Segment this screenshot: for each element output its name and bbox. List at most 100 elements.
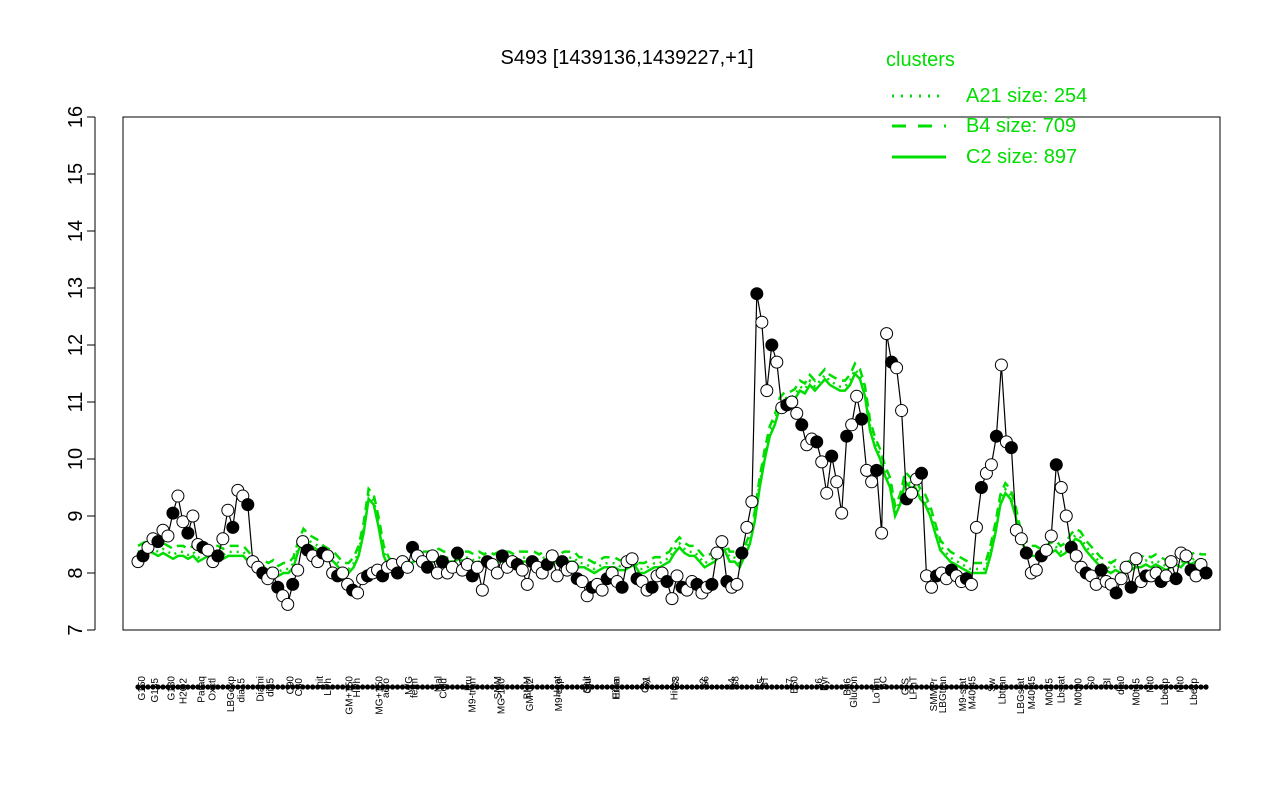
data-point	[161, 529, 175, 543]
data-point	[740, 520, 754, 534]
y-tick-label: 14	[65, 220, 87, 242]
data-point	[625, 552, 639, 566]
x-tick-mark	[225, 684, 231, 690]
x-tick-mark	[998, 684, 1004, 690]
x-axis: G150 G180 Paraq LBGexp Diami C90 nit GM+150 MG+1…	[135, 675, 1209, 715]
data-point	[1169, 572, 1183, 586]
data-point	[216, 532, 230, 546]
data-point	[795, 418, 809, 432]
x-tick-mark	[769, 684, 775, 690]
x-tick-mark	[859, 684, 865, 690]
x-tick-mark	[1033, 684, 1039, 690]
x-tick-mark	[290, 684, 296, 690]
x-tick-mark	[903, 684, 910, 690]
x-tick-mark	[1103, 684, 1109, 690]
data-point	[765, 338, 779, 352]
data-point	[495, 549, 509, 563]
data-point	[994, 358, 1008, 372]
data-point	[895, 404, 909, 418]
x-tick-label: Fru	[463, 676, 474, 691]
data-point	[391, 566, 405, 580]
x-tick-mark	[544, 684, 550, 690]
x-tick-mark	[374, 684, 381, 690]
x-tick-mark	[809, 684, 815, 690]
x-tick-mark	[953, 684, 960, 690]
x-tick-mark	[464, 684, 470, 690]
x-tick-mark	[305, 684, 311, 690]
x-tick-label: nit	[315, 676, 326, 687]
data-point	[1029, 563, 1043, 577]
x-tick-mark	[260, 684, 266, 690]
x-tick-mark	[325, 684, 331, 690]
data-point	[1019, 546, 1033, 560]
x-tick-mark	[315, 684, 321, 690]
x-tick-mark	[255, 684, 261, 690]
x-tick-mark	[1173, 684, 1179, 690]
data-point	[880, 327, 894, 341]
x-tick-mark	[749, 684, 755, 690]
x-tick-mark	[629, 684, 635, 690]
x-tick-mark	[345, 684, 351, 690]
x-tick-label: Glu	[583, 678, 594, 694]
data-point	[291, 563, 305, 577]
data-points	[131, 287, 1213, 611]
x-tick-label: Sw	[987, 677, 998, 692]
x-tick-label: M40t45	[1027, 676, 1038, 710]
y-tick-label: 8	[65, 567, 87, 578]
x-tick-mark	[1078, 684, 1084, 690]
x-tick-mark	[729, 684, 735, 690]
data-point	[730, 577, 744, 591]
x-tick-mark	[1148, 684, 1154, 690]
data-point	[1119, 560, 1133, 574]
data-point	[400, 560, 414, 574]
x-tick-mark	[310, 684, 316, 690]
x-tick-mark	[469, 684, 475, 690]
x-tick-mark	[1093, 684, 1099, 690]
x-tick-label: BT	[760, 676, 771, 689]
x-tick-label: Oxctl	[208, 678, 219, 701]
x-tick-mark	[1028, 684, 1034, 690]
x-tick-mark	[1188, 684, 1194, 690]
x-tick-mark	[699, 684, 705, 690]
data-point	[870, 463, 884, 477]
x-tick-mark	[923, 684, 930, 690]
x-tick-label: Mt0	[1146, 676, 1157, 693]
x-tick-mark	[295, 684, 301, 690]
data-point	[1114, 572, 1128, 586]
data-point	[176, 515, 190, 529]
data-point	[830, 475, 844, 489]
x-tick-mark	[594, 684, 600, 690]
x-tick-mark	[799, 684, 805, 690]
x-tick-label: Lbexp	[1160, 678, 1171, 706]
x-tick-mark	[988, 684, 995, 690]
data-point	[520, 577, 534, 591]
x-tick-mark	[1043, 684, 1049, 690]
x-tick-mark	[529, 684, 535, 690]
x-tick-mark	[180, 684, 186, 690]
chart-title: S493 [1439136,1439227,+1]	[500, 47, 753, 69]
x-tick-label: Paraq	[196, 676, 207, 703]
data-point	[755, 315, 769, 329]
x-tick-mark	[1163, 684, 1169, 690]
x-tick-mark	[1053, 684, 1059, 690]
data-point	[420, 560, 434, 574]
x-tick-mark	[140, 684, 146, 690]
x-tick-label: BMM	[523, 676, 534, 699]
x-tick-label: S0	[1086, 676, 1097, 689]
x-tick-mark	[574, 684, 580, 690]
x-tick-mark	[1003, 684, 1009, 690]
x-tick-mark	[1138, 684, 1144, 690]
x-tick-mark	[245, 684, 251, 690]
data-point	[974, 481, 988, 494]
x-tick-mark	[270, 684, 276, 690]
x-tick-label: S8	[730, 676, 741, 689]
x-tick-mark	[494, 684, 500, 690]
data-point	[425, 549, 439, 563]
x-tick-mark	[619, 684, 625, 690]
x-tick-mark	[185, 684, 191, 690]
x-tick-mark	[1133, 684, 1139, 690]
x-tick-mark	[539, 684, 545, 690]
x-tick-mark	[434, 684, 441, 690]
x-tick-mark	[320, 684, 326, 690]
